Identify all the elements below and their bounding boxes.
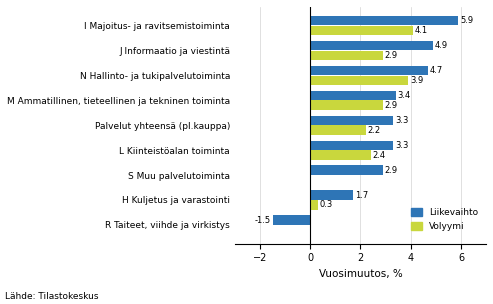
- Bar: [310, 200, 318, 209]
- Bar: [310, 190, 353, 200]
- Text: 2.9: 2.9: [385, 51, 398, 60]
- Text: Lähde: Tilastokeskus: Lähde: Tilastokeskus: [5, 292, 99, 301]
- Bar: [310, 125, 365, 135]
- Text: 4.1: 4.1: [415, 26, 428, 35]
- Bar: [310, 41, 433, 50]
- Text: 3.9: 3.9: [410, 76, 423, 85]
- Bar: [310, 140, 393, 150]
- Text: 1.7: 1.7: [355, 191, 368, 200]
- Bar: [273, 215, 310, 225]
- Text: 3.4: 3.4: [397, 91, 411, 100]
- Bar: [310, 16, 458, 26]
- Bar: [310, 91, 396, 100]
- Text: 2.4: 2.4: [372, 150, 386, 160]
- Bar: [310, 116, 393, 125]
- Text: -1.5: -1.5: [255, 216, 271, 224]
- Bar: [310, 51, 383, 60]
- Text: 4.9: 4.9: [435, 41, 448, 50]
- Text: 0.3: 0.3: [319, 200, 333, 209]
- Bar: [310, 26, 413, 35]
- Text: 2.9: 2.9: [385, 166, 398, 175]
- Text: 2.2: 2.2: [367, 126, 381, 135]
- Text: 2.9: 2.9: [385, 101, 398, 110]
- Bar: [310, 100, 383, 110]
- Bar: [310, 150, 371, 160]
- Bar: [310, 165, 383, 175]
- Text: 5.9: 5.9: [460, 16, 473, 25]
- Bar: [310, 76, 408, 85]
- Text: 3.3: 3.3: [395, 141, 408, 150]
- Text: 4.7: 4.7: [430, 66, 443, 75]
- Text: 3.3: 3.3: [395, 116, 408, 125]
- X-axis label: Vuosimuutos, %: Vuosimuutos, %: [318, 269, 402, 279]
- Legend: Liikevaihto, Volyymi: Liikevaihto, Volyymi: [407, 204, 482, 234]
- Bar: [310, 66, 428, 75]
